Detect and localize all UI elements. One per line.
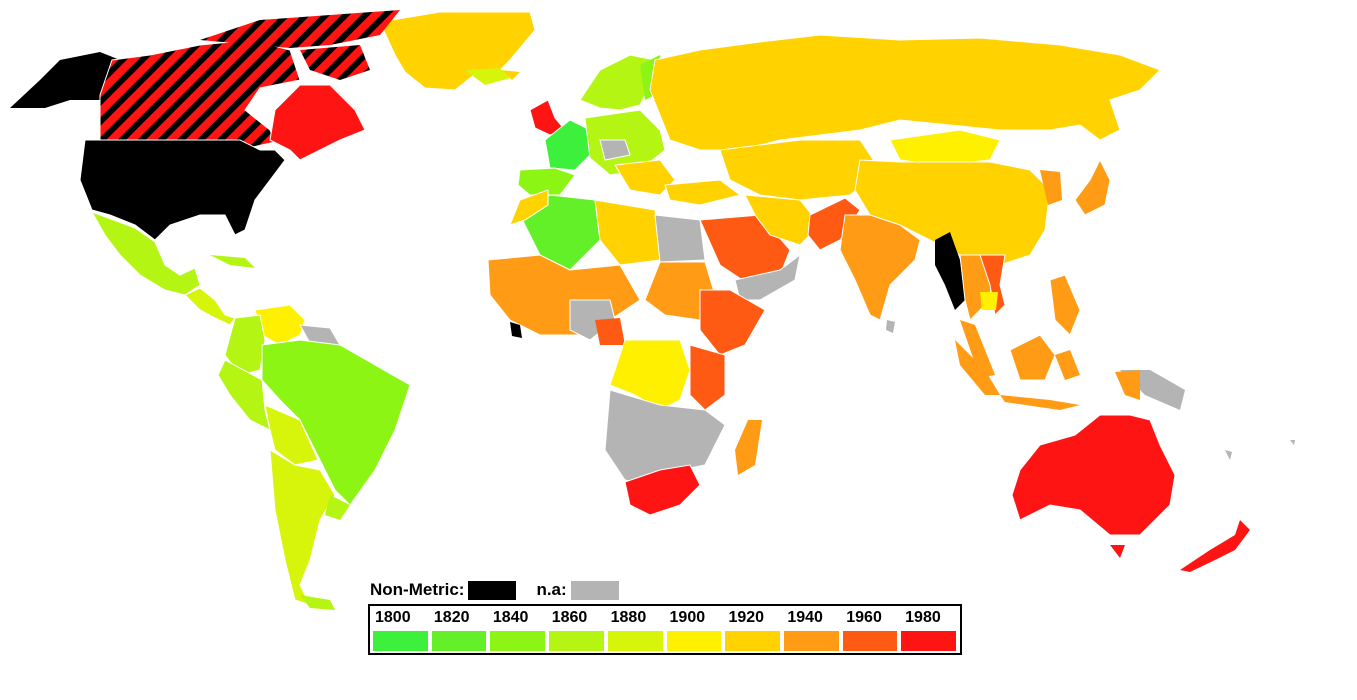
region-uruguay	[325, 495, 350, 520]
region-central-asia	[719, 139, 881, 201]
legend-year-1860: 1860	[551, 609, 588, 626]
region-turkey	[664, 179, 742, 206]
region-papua	[1115, 370, 1140, 400]
legend-swatch-1960	[842, 631, 898, 651]
legend-swatch-1880	[607, 631, 663, 651]
region-alaska	[10, 52, 120, 108]
region-quebec	[269, 84, 366, 161]
region-argentina	[269, 449, 336, 606]
region-cameroon	[595, 318, 625, 345]
region-java	[1000, 395, 1080, 410]
region-horn-of-africa	[699, 289, 766, 356]
region-egypt	[654, 214, 706, 263]
region-morocco	[509, 189, 549, 226]
region-balkans	[614, 159, 676, 196]
region-central-america	[184, 287, 236, 326]
region-usa	[79, 139, 286, 241]
legend-swatch-1820	[431, 631, 487, 651]
region-pacific-islands	[1290, 440, 1295, 445]
region-philippines	[1049, 274, 1081, 336]
region-iceland	[465, 68, 510, 85]
region-mexico	[90, 211, 201, 296]
region-brazil	[261, 339, 411, 506]
region-mongolia	[889, 129, 1001, 166]
region-peru	[217, 359, 271, 431]
region-liberia	[510, 322, 522, 338]
region-japan	[1074, 158, 1111, 216]
region-new-zealand	[1180, 520, 1250, 572]
region-eastern-europe	[599, 139, 631, 161]
legend-swatch-1860	[549, 631, 604, 651]
na-swatch	[570, 580, 619, 600]
region-south-africa	[624, 464, 701, 516]
region-east-africa	[689, 344, 726, 411]
legend-color-swatches	[373, 631, 960, 651]
legend-swatch-1840	[490, 631, 546, 651]
legend-year-1880: 1880	[610, 609, 647, 626]
region-vietnam	[979, 254, 1006, 317]
region-cambodia	[980, 292, 998, 310]
legend-year-1800: 1800	[375, 609, 411, 626]
legend-swatch-1980	[901, 631, 957, 651]
legend-year-1940: 1940	[787, 609, 823, 626]
legend-year-1900: 1900	[669, 609, 706, 626]
region-canada-arctic	[200, 10, 400, 48]
region-canada	[99, 39, 301, 151]
na-label: n.a:	[536, 580, 567, 599]
region-madagascar	[735, 420, 762, 475]
region-hawaii	[1225, 450, 1232, 460]
region-borneo	[1009, 334, 1056, 381]
non-metric-swatch	[468, 580, 517, 600]
region-sri-lanka	[886, 320, 895, 333]
region-iran	[744, 194, 821, 246]
region-congo	[609, 339, 691, 411]
region-colombia	[224, 314, 266, 376]
region-sumatra	[955, 340, 1000, 395]
legend-year-1920: 1920	[728, 609, 765, 626]
legend-year-labels: 1800 1820 1840 1860 1880 1900 1920 1940 1960 1980	[371, 609, 960, 627]
region-canada-arctic-2	[300, 45, 370, 80]
legend-swatch-1800	[373, 631, 428, 651]
region-malay-peninsula	[960, 320, 995, 378]
legend-swatch-1940	[783, 631, 839, 651]
region-iberia	[517, 167, 576, 196]
region-sulawesi	[1055, 350, 1080, 380]
region-russia	[649, 34, 1161, 151]
legend-swatch-1920	[725, 631, 780, 651]
region-myanmar	[935, 232, 965, 310]
legend-year-1840: 1840	[492, 609, 529, 626]
legend-year-scale: 1800 1820 1840 1860 1880 1900 1920 1940 1960 1980	[368, 604, 962, 655]
legend-top-row: Non-Metric: n.a:	[370, 578, 639, 602]
region-pakistan	[807, 197, 861, 251]
legend-year-1960: 1960	[846, 609, 882, 626]
legend-year-1820: 1820	[433, 609, 470, 626]
legend-year-1980: 1980	[905, 609, 941, 626]
region-southern-africa-gray	[604, 389, 726, 486]
legend-swatch-1900	[666, 631, 722, 651]
region-greenland-tip	[500, 70, 520, 80]
region-tierra-del-fuego	[300, 595, 335, 610]
non-metric-label: Non-Metric:	[370, 580, 465, 599]
region-australia	[1011, 414, 1176, 536]
region-libya	[594, 199, 661, 266]
region-india	[839, 214, 921, 321]
region-korea	[1040, 170, 1062, 205]
region-tasmania	[1110, 545, 1125, 558]
region-cuba	[210, 255, 255, 268]
